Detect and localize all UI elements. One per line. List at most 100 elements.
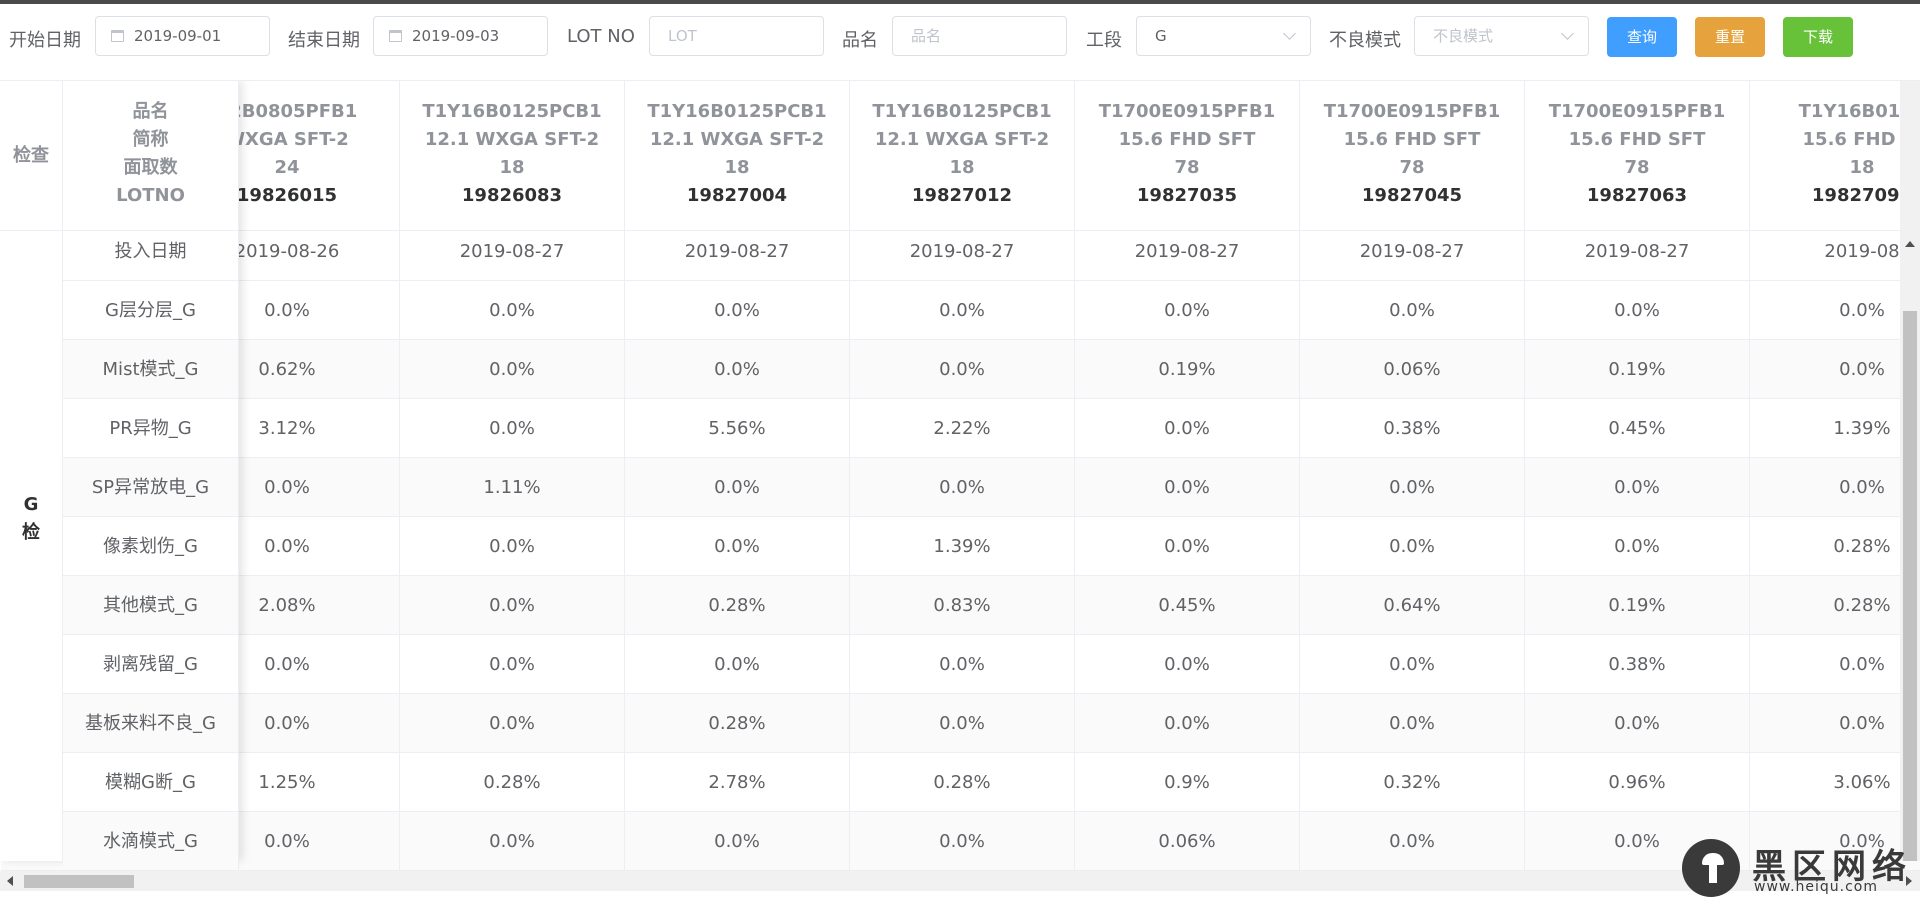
defect-rate-cell: 0.0% <box>1300 281 1525 340</box>
product-name-label: 品名 <box>842 30 878 51</box>
column-lot-no: 19826015 <box>236 185 338 206</box>
input-date-cell: 2019-08-27 <box>1525 231 1750 281</box>
lot-no-placeholder: LOT <box>668 27 697 45</box>
defect-mode-select[interactable]: 不良模式 <box>1414 16 1589 56</box>
download-button[interactable]: 下载 <box>1783 17 1853 57</box>
defect-rate-cell: 0.0% <box>625 458 850 517</box>
defect-rate-cell: 0.0% <box>1300 517 1525 576</box>
table-row[interactable]: 0.0% 0.0% 0.28% 0.0% 0.0% 0.0% 0.0% 0.0% <box>1 694 1920 753</box>
defect-rate-cell: 0.0% <box>1525 694 1750 753</box>
stage-select[interactable]: G <box>1136 16 1311 56</box>
defect-mode-label-cell: SP异常放电_G <box>63 458 239 517</box>
defect-rate-cell: 0.0% <box>850 340 1075 399</box>
column-header: 12B0805PFB1 WXGA SFT-2 24 19826015 <box>175 81 400 231</box>
input-date-cell: 2019-08-27 <box>625 231 850 281</box>
column-lot-no: 19827063 <box>1586 185 1688 206</box>
header-labels-cell: 品名 简称 面取数 LOTNO <box>63 81 239 231</box>
defect-rate-cell: 0.0% <box>1300 635 1525 694</box>
defect-rate-table: 12B0805PFB1 WXGA SFT-2 24 19826015 T1Y16B012… <box>0 80 1920 903</box>
mushroom-logo-icon <box>1682 839 1740 897</box>
column-short-name: 15.6 FHD SFT <box>1343 129 1481 150</box>
product-name-input[interactable]: 品名 <box>892 16 1067 56</box>
defect-rate-cell: 0.0% <box>850 281 1075 340</box>
calendar-icon <box>111 30 124 42</box>
table-row[interactable]: 2.08% 0.0% 0.28% 0.83% 0.45% 0.64% 0.19% 0.28% <box>1 576 1920 635</box>
stage-value: G <box>1155 27 1167 45</box>
scroll-left-arrow-icon[interactable] <box>7 876 13 886</box>
table-row[interactable]: 0.62% 0.0% 0.0% 0.0% 0.19% 0.06% 0.19% 0.0% <box>1 340 1920 399</box>
input-date-cell: 2019-08-27 <box>400 231 625 281</box>
table-row[interactable]: 0.0% 0.0% 0.0% 0.0% 0.06% 0.0% 0.0% 0.0% <box>1 812 1920 871</box>
column-short-name: WXGA SFT-2 <box>225 129 349 150</box>
defect-rate-cell: 3.12% <box>175 399 400 458</box>
defect-mode-label-cell: 基板来料不良_G <box>63 694 239 753</box>
table-row[interactable]: 2019-08-26 2019-08-27 2019-08-27 2019-08-27… <box>1 231 1920 281</box>
lot-no-label: LOT NO <box>567 26 635 47</box>
check-header: 检查 <box>0 81 63 231</box>
column-lot-no: 19827012 <box>911 185 1013 206</box>
defect-mode-label-cell: 剥离残留_G <box>63 635 239 694</box>
defect-mode-label-cell: 水滴模式_G <box>63 812 239 871</box>
column-panel-count: 24 <box>274 157 300 178</box>
defect-rate-cell: 0.0% <box>625 281 850 340</box>
table-row[interactable]: 3.12% 0.0% 5.56% 2.22% 0.0% 0.38% 0.45% 1.39% <box>1 399 1920 458</box>
horizontal-scrollbar[interactable] <box>0 871 1920 891</box>
defect-rate-cell: 0.28% <box>850 753 1075 812</box>
defect-rate-cell: 2.08% <box>175 576 400 635</box>
defect-rate-cell: 1.11% <box>400 458 625 517</box>
column-header: T1Y16B0125PCB1 12.1 WXGA SFT-2 18 19827004 <box>625 81 850 231</box>
column-panel-count: 18 <box>1849 157 1875 178</box>
table-row[interactable]: 1.25% 0.28% 2.78% 0.28% 0.9% 0.32% 0.96% 3.06% <box>1 753 1920 812</box>
query-button[interactable]: 查询 <box>1607 17 1677 57</box>
column-header: T1Y16B0125 15.6 FHD SI 18 19827090 <box>1750 81 1920 231</box>
defect-rate-cell: 0.0% <box>1525 812 1750 871</box>
start-date-value: 2019-09-01 <box>134 27 222 45</box>
defect-rate-cell: 0.0% <box>400 694 625 753</box>
column-header: T1700E0915PFB1 15.6 FHD SFT 78 19827035 <box>1075 81 1300 231</box>
column-product-name: T1Y16B0125PCB1 <box>872 101 1052 122</box>
defect-rate-cell: 0.19% <box>1525 576 1750 635</box>
table-row[interactable]: 0.0% 0.0% 0.0% 1.39% 0.0% 0.0% 0.0% 0.28% <box>1 517 1920 576</box>
input-date-cell: 2019-08-27 <box>1300 231 1525 281</box>
stage-label: 工段 <box>1086 30 1122 51</box>
column-lot-no: 19827004 <box>686 185 788 206</box>
group-label-line1: G <box>23 494 39 515</box>
defect-rate-cell: 0.28% <box>400 753 625 812</box>
defect-rate-cell: 1.25% <box>175 753 400 812</box>
horizontal-scroll-thumb[interactable] <box>24 875 134 888</box>
end-date-picker[interactable]: 2019-09-03 <box>373 16 548 56</box>
lot-no-input[interactable]: LOT <box>649 16 824 56</box>
defect-mode-label-cell: Mist模式_G <box>63 340 239 399</box>
column-product-name: 12B0805PFB1 <box>216 101 358 122</box>
defect-mode-label: 不良模式 <box>1329 30 1401 51</box>
defect-rate-cell: 2.78% <box>625 753 850 812</box>
group-cell: G 检 <box>0 231 63 861</box>
defect-rate-cell: 0.0% <box>400 576 625 635</box>
start-date-picker[interactable]: 2019-09-01 <box>95 16 270 56</box>
defect-rate-cell: 0.0% <box>400 399 625 458</box>
column-short-name: 12.1 WXGA SFT-2 <box>649 129 825 150</box>
column-product-name: T1Y16B0125 <box>1798 101 1920 122</box>
product-name-placeholder: 品名 <box>911 27 942 45</box>
column-short-name: 15.6 FHD SFT <box>1118 129 1256 150</box>
defect-mode-label-cell: G层分层_G <box>63 281 239 340</box>
column-lot-no: 19827045 <box>1361 185 1463 206</box>
defect-rate-cell: 0.0% <box>175 517 400 576</box>
vertical-scroll-thumb[interactable] <box>1903 311 1917 861</box>
chevron-down-icon <box>1283 27 1296 40</box>
defect-rate-cell: 0.0% <box>1525 517 1750 576</box>
defect-rate-cell: 2.22% <box>850 399 1075 458</box>
table-row[interactable]: 0.0% 1.11% 0.0% 0.0% 0.0% 0.0% 0.0% 0.0% <box>1 458 1920 517</box>
watermark-title: 黑区网络 <box>1752 847 1912 887</box>
input-date-cell: 2019-08-27 <box>850 231 1075 281</box>
defect-rate-cell: 0.62% <box>175 340 400 399</box>
scroll-right-arrow-icon[interactable] <box>1906 876 1912 886</box>
defect-rate-cell: 0.0% <box>625 635 850 694</box>
reset-button[interactable]: 重置 <box>1695 17 1765 57</box>
table-row[interactable]: 0.0% 0.0% 0.0% 0.0% 0.0% 0.0% 0.38% 0.0% <box>1 635 1920 694</box>
scroll-up-arrow-icon[interactable] <box>1905 241 1915 247</box>
site-watermark: 黑区网络 www.heiqu.com <box>1682 837 1914 897</box>
end-date-label: 结束日期 <box>288 30 360 51</box>
table-row[interactable]: 0.0% 0.0% 0.0% 0.0% 0.0% 0.0% 0.0% 0.0% <box>1 281 1920 340</box>
vertical-scrollbar[interactable] <box>1900 81 1920 861</box>
